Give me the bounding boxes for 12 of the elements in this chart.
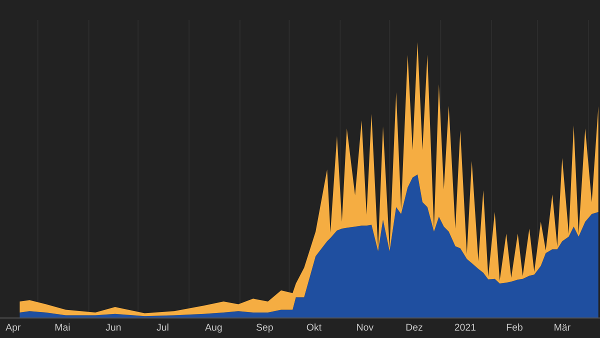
x-tick-label: 2021 [454, 324, 476, 331]
x-tick-label: Aug [205, 324, 222, 333]
x-tick-label: Dez [406, 324, 422, 331]
x-tick-label: Mär [554, 324, 570, 331]
x-tick-label: Nov [357, 324, 374, 331]
x-tick-label: Feb [506, 324, 522, 331]
x-tick-label: Sep [256, 324, 273, 333]
x-tick-label: Jun [106, 324, 121, 331]
x-tick-label: Apr [6, 324, 21, 333]
x-tick-label: Jul [156, 324, 168, 331]
x-tick-label: Okt [306, 324, 322, 331]
x-tick-label: Mai [55, 324, 70, 331]
